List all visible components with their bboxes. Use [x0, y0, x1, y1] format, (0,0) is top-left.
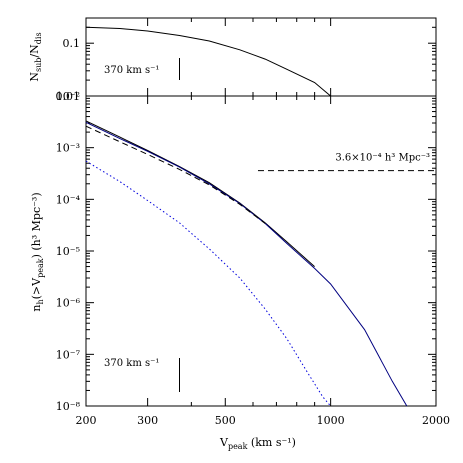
y-tick-label: 10⁻²: [56, 90, 80, 103]
y-tick-label: 10⁻⁴: [56, 193, 81, 206]
y-tick-label: 10⁻³: [56, 142, 80, 155]
x-axis-label: Vpeak (km s⁻¹): [219, 436, 296, 451]
x-tick-label: 2000: [422, 414, 450, 427]
x-tick-label: 1000: [317, 414, 345, 427]
axis-labels: Vpeak (km s⁻¹) Nsub/Ndis nh(>Vpeak) (h³ Mp…: [28, 32, 296, 451]
velocity-annotation: 370 km s⁻¹: [104, 358, 159, 369]
y-tick-label: 10⁻⁵: [56, 245, 80, 258]
y-tick-label: 0.1: [63, 37, 81, 50]
x-tick-label: 500: [215, 414, 236, 427]
series-line: [85, 120, 315, 267]
top-y-axis-label: Nsub/Ndis: [28, 32, 43, 81]
top-panel: 0.1 0.01 370 km s⁻¹: [56, 17, 437, 103]
y-tick-label: 10⁻⁶: [56, 297, 81, 310]
series-line: [85, 26, 331, 97]
series-line: [85, 160, 331, 407]
y-tick-label: 0.01: [56, 90, 81, 103]
bottom-y-axis-label: nh(>Vpeak) (h³ Mpc⁻³): [30, 192, 45, 311]
bottom-panel: 10⁻³ 10⁻⁴ 10⁻⁵ 10⁻⁶ 10⁻⁷ 10⁻⁸ 370 km s⁻¹ 10⁻² 3.…: [56, 90, 450, 427]
x-tick-label: 300: [137, 414, 158, 427]
velocity-annotation: 370 km s⁻¹: [104, 65, 159, 76]
x-tick-label: 200: [76, 414, 97, 427]
y-tick-label: 10⁻⁷: [56, 348, 81, 361]
y-tick-label: 10⁻⁸: [56, 400, 81, 413]
density-label: 3.6×10⁻⁴ h³ Mpc⁻³: [335, 153, 430, 164]
series-line: [85, 125, 266, 224]
